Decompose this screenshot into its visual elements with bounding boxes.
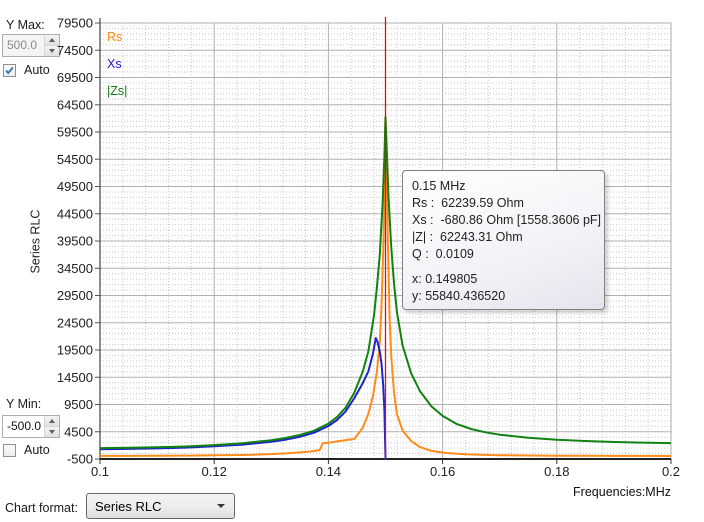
y-max-auto-label: Auto: [24, 63, 50, 77]
y-min-decrement-button[interactable]: [45, 426, 59, 437]
y-min-value: -500.0: [7, 419, 42, 433]
x-tick-label: 0.16: [430, 464, 455, 479]
y-tick-label: 24500: [57, 315, 93, 330]
legend-item-xs[interactable]: Xs: [107, 57, 122, 71]
y-max-spin-buttons: [44, 35, 59, 56]
x-tick-label: 0.12: [202, 464, 227, 479]
y-tick-label: 14500: [57, 370, 93, 385]
tooltip-spacer: [412, 263, 595, 271]
x-tick-label: 0.2: [662, 464, 680, 479]
y-tick-label: 44500: [57, 206, 93, 221]
tooltip-frequency: 0.15 MHz: [412, 179, 466, 193]
y-min-label: Y Min:: [6, 397, 42, 411]
tooltip-xs: Xs : -680.86 Ohm [1558.3606 pF]: [412, 213, 602, 227]
cursor-tooltip: 0.15 MHz Rs : 62239.59 Ohm Xs : -680.86 …: [402, 170, 605, 310]
y-min-auto-checkbox[interactable]: [3, 443, 16, 457]
y-tick-label: 79500: [57, 16, 93, 31]
y-tick-label: 69500: [57, 70, 93, 85]
y-max-input[interactable]: 500.0: [2, 34, 60, 57]
y-max-increment-button[interactable]: [45, 35, 59, 45]
y-min-auto-label: Auto: [24, 443, 50, 457]
chevron-down-icon: [217, 504, 225, 508]
up-arrow-icon: [49, 38, 55, 42]
y-max-label: Y Max:: [6, 18, 45, 32]
legend-item-rs[interactable]: Rs: [107, 30, 123, 44]
chart-format-label: Chart format:: [5, 501, 78, 515]
series-line-0: [100, 116, 671, 457]
series-line-1: [100, 337, 387, 460]
y-min-input[interactable]: -500.0: [2, 415, 60, 438]
y-tick-label: 49500: [57, 179, 93, 194]
down-arrow-icon: [49, 49, 55, 53]
chart-format-select[interactable]: Series RLC: [86, 493, 235, 519]
x-tick-label: 0.14: [316, 464, 341, 479]
tooltip-q: Q : 0.0109: [412, 247, 474, 261]
y-tick-label: 39500: [57, 234, 93, 249]
y-max-decrement-button[interactable]: [45, 45, 59, 56]
y-min-increment-button[interactable]: [45, 416, 59, 426]
x-axis-title: Frequencies:MHz: [573, 485, 671, 499]
x-tick-label: 0.1: [91, 464, 109, 479]
chart-legend: Rs Xs |Zs|: [107, 24, 127, 105]
y-tick-label: 54500: [57, 152, 93, 167]
y-tick-label: 19500: [57, 343, 93, 358]
y-tick-label: 4500: [64, 424, 93, 439]
y-tick-label: -500: [67, 452, 93, 467]
y-min-spin-buttons: [44, 416, 59, 437]
tooltip-cursor-y: y: 55840.436520: [412, 289, 506, 303]
tooltip-z: |Z| : 62243.31 Ohm: [412, 230, 523, 244]
y-max-value: 500.0: [7, 38, 38, 52]
x-tick-label: 0.18: [544, 464, 569, 479]
y-tick-label: 9500: [64, 397, 93, 412]
y-tick-label: 74500: [57, 43, 93, 58]
up-arrow-icon: [49, 419, 55, 423]
y-tick-label: 64500: [57, 97, 93, 112]
y-tick-label: 34500: [57, 261, 93, 276]
tooltip-cursor-x: x: 0.149805: [412, 272, 478, 286]
checkmark-icon: [5, 66, 14, 74]
y-tick-label: 59500: [57, 125, 93, 140]
chart-format-selected-value: Series RLC: [95, 498, 162, 514]
y-max-auto-checkbox[interactable]: [3, 63, 16, 77]
y-tick-label: 29500: [57, 288, 93, 303]
legend-item-zs[interactable]: |Zs|: [107, 84, 128, 98]
tooltip-rs: Rs : 62239.59 Ohm: [412, 196, 524, 210]
down-arrow-icon: [49, 430, 55, 434]
